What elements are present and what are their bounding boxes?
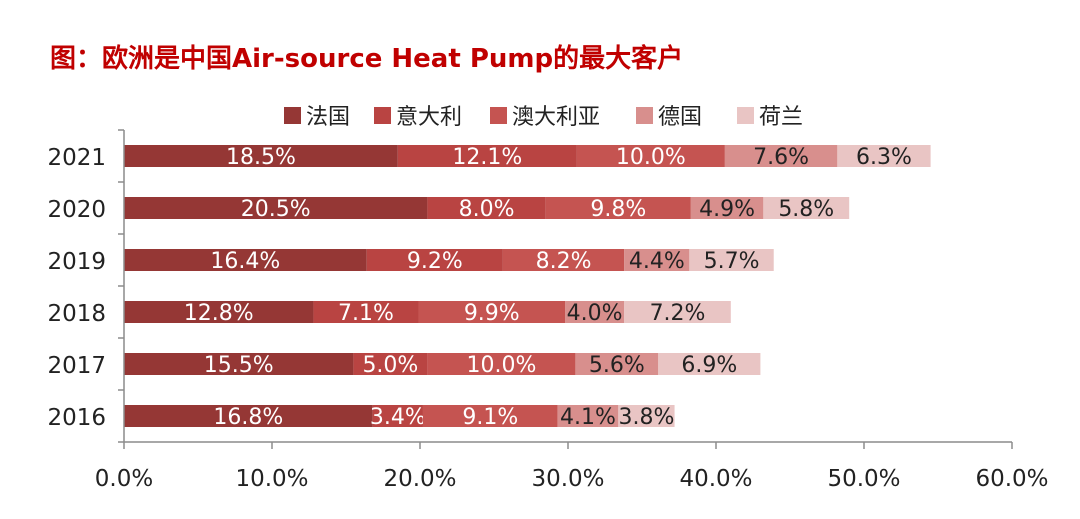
x-tick-label: 10.0% [235,466,308,492]
data-label: 9.1% [462,405,518,430]
bar-segment [427,353,576,375]
bar-segment [124,197,428,219]
y-tick-label: 2018 [47,301,106,327]
bar-segment [565,301,625,323]
bar-segment [124,353,354,375]
legend-label: 法国 [306,105,350,130]
data-label: 5.0% [362,353,418,378]
bar-segment [763,197,850,219]
data-label: 6.9% [681,353,737,378]
data-label: 7.6% [753,145,809,170]
data-label: 10.0% [466,353,536,378]
data-label: 16.8% [213,405,283,430]
data-label: 4.4% [629,249,685,274]
x-tick-label: 20.0% [383,466,456,492]
bar-segment [502,249,625,271]
data-label: 18.5% [226,145,296,170]
bar-segment [557,405,619,427]
bar-segment [124,301,314,323]
bar-segment [427,197,546,219]
x-tick-label: 60.0% [975,466,1048,492]
bar-segment [124,405,373,427]
bar-segment [689,249,774,271]
legend-swatch [284,107,301,124]
bar-segment [313,301,419,323]
axes-group: 2021 2020 2019 2018 2017 2016 0.0% 10.0% 20.0% 30… [47,129,1049,492]
data-label: 5.6% [589,353,645,378]
chart-title: 图：欧洲是中国Air-source Heat Pump的最大客户 [50,44,684,74]
y-tick-label: 2020 [47,197,106,223]
x-tick-label: 40.0% [679,466,752,492]
bar-segment [837,145,931,167]
legend-swatch [636,107,653,124]
bar-segment [397,145,577,167]
data-label: 12.1% [452,145,522,170]
bars-group: 18.5% 12.1% 10.0% 7.6% 6.3% 20.5% 8.0% 9.8% 4.9%… [124,145,931,430]
y-tick-label: 2021 [47,145,106,171]
data-label: 12.8% [184,301,254,326]
legend-label: 澳大利亚 [512,105,600,130]
data-label: 20.5% [241,197,311,222]
bar-segment [624,249,690,271]
legend-label: 意大利 [396,105,462,130]
data-label: 16.4% [210,249,280,274]
legend-label: 德国 [658,105,702,130]
data-label: 5.8% [778,197,834,222]
bar-segment [422,405,558,427]
data-label: 4.1% [560,405,616,430]
data-label: 3.8% [618,405,674,430]
data-label: 5.7% [704,249,760,274]
data-label: 4.0% [567,301,623,326]
bar-segment [658,353,761,375]
bar-segment [353,353,428,375]
legend-swatch [490,107,507,124]
bar-segment [624,301,731,323]
bar-segment [418,301,566,323]
data-label: 4.9% [699,197,755,222]
bar-segment [124,145,398,167]
bar-segment [545,197,691,219]
data-label: 7.1% [338,301,394,326]
data-label: 9.2% [407,249,463,274]
data-label: 15.5% [204,353,274,378]
x-tick-label: 0.0% [95,466,153,492]
data-label: 9.9% [464,301,520,326]
data-label: 7.2% [650,301,706,326]
data-label: 10.0% [616,145,686,170]
legend-swatch [737,107,754,124]
bar-segment [724,145,838,167]
legend: 法国 意大利 澳大利亚 德国 荷兰 [284,105,803,130]
y-tick-label: 2019 [47,249,106,275]
bar-segment [690,197,764,219]
data-label: 3.4% [370,405,426,430]
y-tick-label: 2016 [47,405,106,431]
y-tick-label: 2017 [47,353,106,379]
x-tick-label: 50.0% [827,466,900,492]
bar-segment [576,145,725,167]
bar-segment [618,405,675,427]
data-label: 9.8% [590,197,646,222]
bar-segment [372,405,423,427]
legend-swatch [374,107,391,124]
data-label: 6.3% [856,145,912,170]
bar-segment [575,353,659,375]
x-tick-label: 30.0% [531,466,604,492]
bar-segment [366,249,503,271]
data-label: 8.0% [459,197,515,222]
legend-label: 荷兰 [759,105,803,130]
bar-segment [124,249,367,271]
data-label: 8.2% [536,249,592,274]
